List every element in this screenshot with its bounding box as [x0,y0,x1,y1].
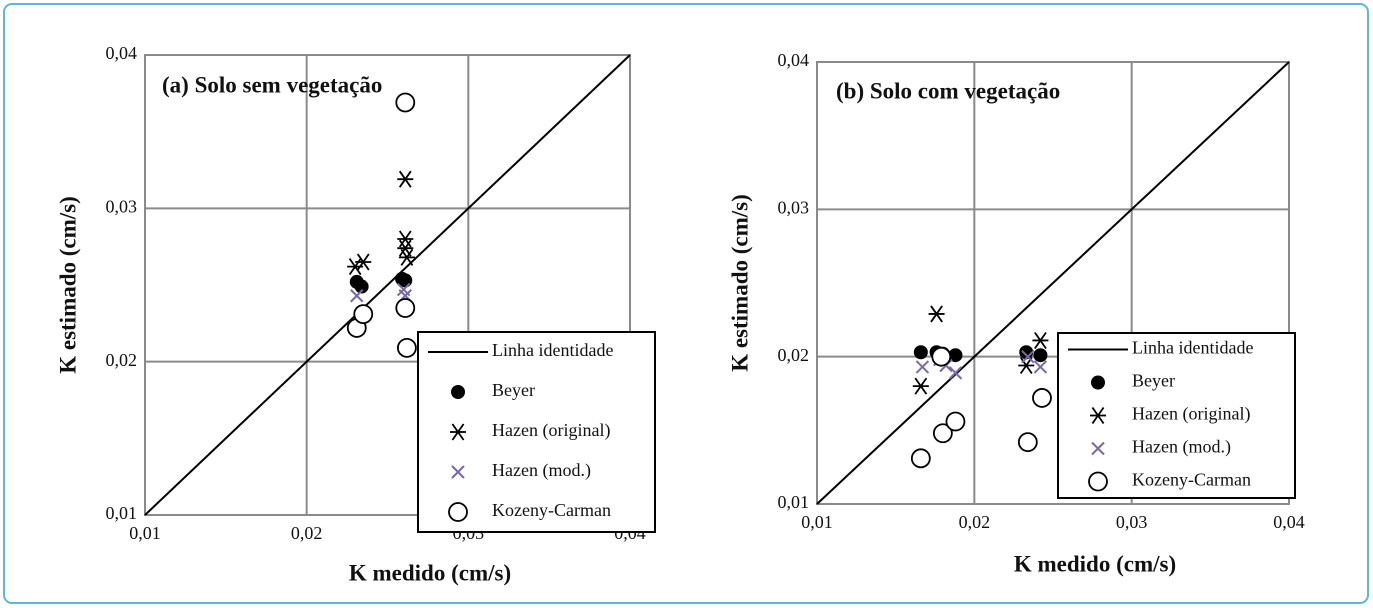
marker-shape [1021,349,1035,364]
marker-shape [1033,360,1048,374]
point [451,385,465,399]
frame [3,3,1369,604]
point [1033,360,1048,374]
point [928,305,945,323]
point [912,377,929,395]
point [396,337,417,358]
x-axis-label: K medido (cm/s) [349,560,511,585]
point [395,92,416,113]
identity-line [144,54,631,516]
marker-shape [354,279,369,294]
point [1091,441,1105,456]
point [945,411,966,432]
legend-label: Beyer [492,380,535,400]
marker-shape [913,345,928,360]
marker-shape [451,465,465,479]
point [948,348,963,363]
legend-label: Hazen (mod.) [492,460,591,481]
y-tick-label: 0,04 [778,50,810,70]
marker-shape [948,348,963,363]
point [397,170,414,188]
point [913,345,928,360]
marker-shape [945,411,966,432]
point [354,279,369,294]
point [915,360,930,374]
point [948,366,963,380]
marker-shape [395,298,416,318]
x-axis-label: K medido (cm/s) [1014,551,1176,576]
y-tick-label: 0,02 [778,345,810,365]
x-tick-label: 0,01 [129,523,161,543]
marker-shape [931,346,952,367]
point [1032,388,1052,408]
y-tick-label: 0,02 [106,350,138,370]
y-tick-label: 0,03 [778,197,810,217]
point [1021,349,1035,364]
marker-shape [1088,471,1108,492]
legend-label: Hazen (original) [1132,404,1250,425]
x-tick-label: 0,01 [801,512,833,532]
marker-shape [396,282,411,297]
point [395,298,416,318]
y-tick-label: 0,01 [106,503,138,523]
chart-title: (b) Solo com vegetação [836,78,1060,103]
identity-line [816,61,1290,505]
legend-label: Kozeny-Carman [1132,470,1251,490]
marker-shape [448,502,468,522]
point [1090,406,1106,425]
y-tick-label: 0,03 [106,196,138,216]
chart-title: (a) Solo sem vegetação [162,72,382,97]
marker-shape [948,366,963,380]
legend-label: Hazen (original) [492,420,610,441]
point [931,346,952,367]
point [1033,348,1048,363]
point [1091,375,1105,390]
marker-shape [1033,348,1048,363]
point [350,289,364,303]
marker-shape [451,385,465,399]
marker-shape [910,448,931,469]
marker-shape [396,337,417,358]
plot-border [816,61,1290,505]
point [353,304,374,325]
marker-shape [1032,388,1052,408]
legend-label: Linha identidade [1132,338,1253,358]
x-tick-label: 0,04 [1273,512,1305,532]
marker-shape [353,304,374,325]
point [450,423,466,441]
point [448,502,468,522]
marker-shape [939,358,953,373]
x-tick-label: 0,03 [1116,512,1148,532]
legend-label: Hazen (mod.) [1132,437,1231,458]
marker-shape [1091,375,1105,390]
marker-shape [1017,432,1038,453]
marker-shape [1091,441,1105,456]
point [1017,432,1038,453]
point [1032,331,1049,349]
y-tick-label: 0,01 [778,492,810,512]
legend-label: Beyer [1132,371,1175,391]
x-tick-label: 0,02 [959,512,991,532]
marker-shape [395,92,416,113]
y-axis-label: K estimado (cm/s) [727,194,752,372]
point [1088,471,1108,492]
point [932,423,953,444]
point [910,448,931,469]
point [398,248,415,266]
marker-shape [350,289,364,303]
y-tick-label: 0,04 [106,43,138,63]
x-tick-label: 0,02 [291,523,323,543]
marker-shape [932,423,953,444]
point [451,465,465,479]
plot-border [144,54,631,516]
y-axis-label: K estimado (cm/s) [55,196,80,374]
marker-shape [915,360,930,374]
legend-label: Linha identidade [492,340,613,360]
legend-label: Kozeny-Carman [492,500,611,520]
point [355,253,372,271]
